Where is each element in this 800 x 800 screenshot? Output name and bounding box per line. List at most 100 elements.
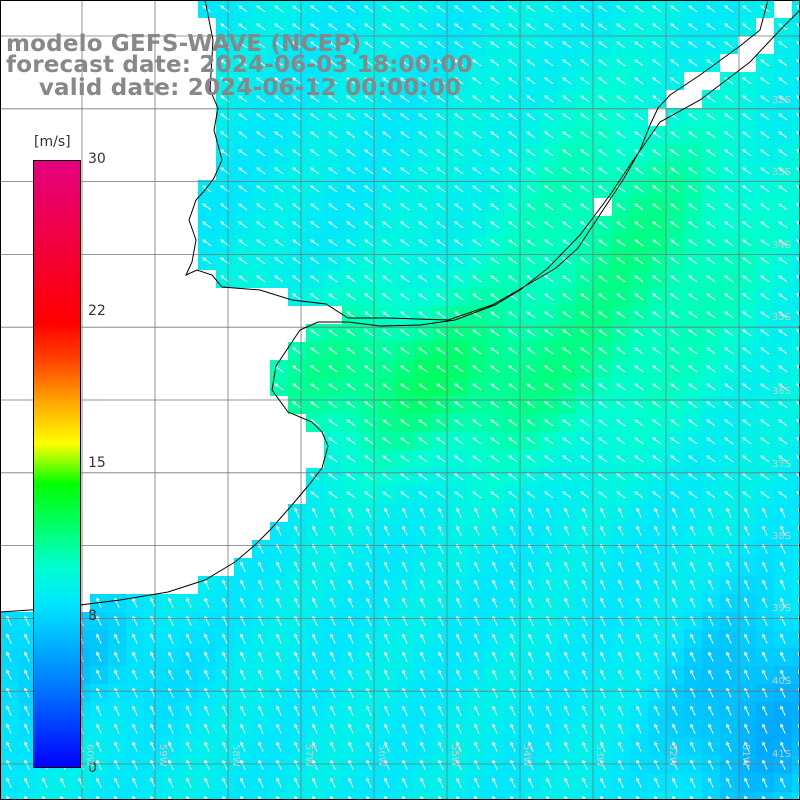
wind-arrow [348, 777, 354, 788]
wind-cell [792, 486, 800, 504]
wind-arrow [294, 723, 300, 734]
wind-arrow [760, 5, 770, 13]
wind-arrow [490, 59, 500, 67]
wind-cell [792, 342, 800, 360]
wind-arrow [274, 221, 284, 229]
wind-arrow [670, 5, 680, 13]
wind-arrow [346, 149, 356, 157]
wind-arrow [724, 419, 734, 427]
wind-arrow [436, 275, 446, 283]
wind-cell [414, 792, 432, 800]
wind-arrow [562, 23, 572, 31]
wind-arrow [652, 5, 662, 13]
wind-arrow [690, 525, 696, 536]
wind-arrow [348, 795, 352, 800]
wind-arrow [600, 795, 604, 800]
wind-arrow [132, 759, 138, 770]
wind-arrow [796, 437, 800, 442]
wind-arrow [240, 561, 246, 572]
wind-arrow [474, 705, 480, 716]
wind-arrow [654, 597, 660, 608]
wind-arrow [652, 437, 662, 445]
wind-arrow [580, 383, 590, 391]
wind-arrow [636, 633, 642, 644]
wind-arrow [382, 329, 392, 337]
wind-arrow [328, 77, 338, 85]
wind-arrow [742, 23, 752, 31]
wind-arrow [436, 293, 446, 301]
wind-arrow [492, 687, 498, 698]
wind-arrow [364, 419, 374, 427]
wind-arrow [490, 167, 500, 175]
wind-arrow [474, 597, 480, 608]
wind-arrow [508, 149, 518, 157]
wind-arrow [634, 275, 644, 283]
wind-arrow [132, 723, 138, 734]
wind-arrow [472, 437, 482, 445]
wind-cell [774, 792, 792, 800]
wind-arrow [328, 203, 338, 211]
lon-label: 53W [594, 744, 605, 767]
wind-arrow [634, 293, 644, 301]
colorbar-tick-22: 22 [88, 303, 106, 319]
wind-arrow [688, 275, 698, 283]
wind-arrow [598, 437, 608, 445]
wind-arrow [418, 5, 428, 13]
wind-arrow [310, 383, 320, 391]
wind-arrow [346, 419, 356, 427]
wind-arrow [492, 795, 496, 800]
wind-arrow [634, 239, 644, 247]
wind-arrow [580, 113, 590, 121]
wind-arrow [418, 113, 428, 121]
wind-arrow [762, 579, 768, 590]
wind-arrow [238, 131, 248, 139]
wind-arrow [618, 741, 624, 752]
wind-arrow [760, 167, 770, 175]
wind-arrow [420, 669, 426, 680]
wind-arrow [168, 795, 172, 800]
wind-arrow [744, 759, 750, 770]
wind-arrow [382, 437, 392, 445]
wind-arrow [456, 579, 462, 590]
wind-arrow [690, 561, 696, 572]
wind-arrow [436, 23, 446, 31]
wind-arrow [400, 383, 410, 391]
wind-arrow [256, 275, 266, 283]
wind-arrow [652, 293, 662, 301]
wind-cell [522, 792, 540, 800]
wind-arrow [780, 561, 786, 572]
wind-arrow [400, 239, 410, 247]
wind-arrow [222, 597, 228, 608]
wind-cell [792, 738, 800, 756]
wind-arrow [400, 455, 410, 463]
wind-arrow [546, 759, 552, 770]
wind-arrow [472, 167, 482, 175]
wind-arrow [780, 669, 786, 680]
wind-arrow [562, 131, 572, 139]
wind-arrow [348, 597, 354, 608]
wind-arrow [132, 705, 138, 716]
wind-arrow [670, 239, 680, 247]
wind-arrow [436, 239, 446, 247]
wind-arrow [726, 507, 732, 518]
wind-arrow [528, 507, 534, 518]
wind-arrow [796, 275, 800, 280]
wind-arrow [276, 669, 282, 680]
wind-arrow [292, 383, 302, 391]
wind-arrow [636, 795, 640, 800]
wind-arrow [436, 383, 446, 391]
wind-arrow [526, 419, 536, 427]
wind-arrow [690, 723, 696, 734]
wind-arrow [528, 687, 534, 698]
wind-arrow [562, 419, 572, 427]
wind-arrow [328, 221, 338, 229]
wind-arrow [402, 651, 408, 662]
wind-arrow [724, 401, 734, 409]
wind-arrow [400, 419, 410, 427]
wind-arrow [580, 311, 590, 319]
wind-arrow [690, 669, 696, 680]
wind-arrow [436, 329, 446, 337]
wind-arrow [436, 113, 446, 121]
wind-arrow [670, 59, 680, 67]
wind-arrow [274, 203, 284, 211]
